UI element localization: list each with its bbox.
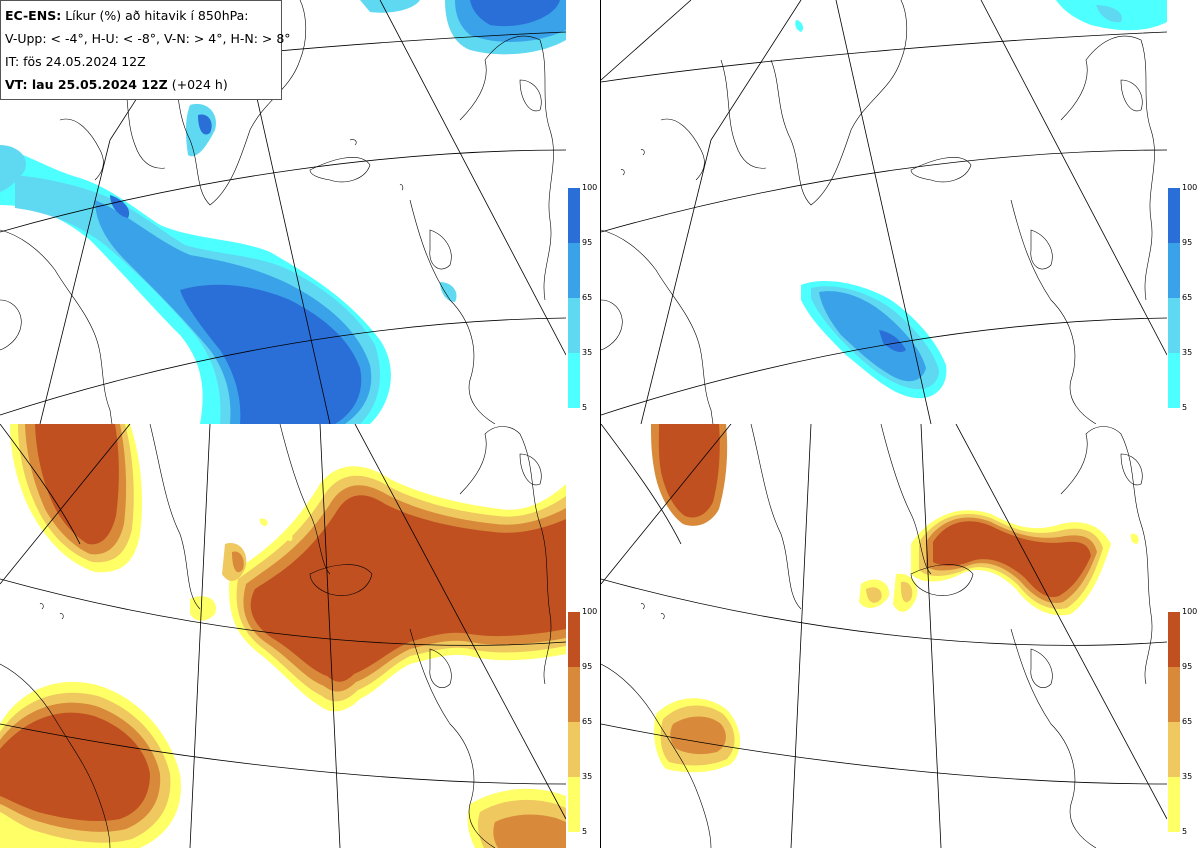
legend-title: Líkur (%) að hitavik í 850hPa: bbox=[65, 8, 249, 23]
colorbar-tick: 95 bbox=[582, 662, 593, 671]
legend-valid-offset: (+024 h) bbox=[171, 77, 228, 92]
colorbar-segment bbox=[1168, 777, 1180, 832]
map-canvas bbox=[601, 424, 1167, 848]
colorbar-tick: 95 bbox=[1182, 662, 1193, 671]
probability-field-warm bbox=[0, 424, 566, 848]
legend-valid-time: VT: lau 25.05.2024 12Z bbox=[5, 77, 168, 92]
colorbar-segment bbox=[1168, 722, 1180, 777]
colorbar-segment bbox=[1168, 188, 1180, 243]
map-panel-bottom-right bbox=[600, 424, 1167, 848]
colorbar-segment bbox=[568, 777, 580, 832]
colorbar-tick: 5 bbox=[582, 827, 588, 836]
graticule bbox=[601, 424, 1167, 848]
colorbar-tick: 100 bbox=[582, 607, 598, 616]
colorbar-tick: 100 bbox=[1182, 607, 1198, 616]
colorbar-segment bbox=[568, 667, 580, 722]
colorbar-cold-top-right: 100 95 65 35 5 bbox=[1168, 184, 1200, 412]
legend-initial-time: IT: fös 24.05.2024 12Z bbox=[5, 54, 146, 69]
colorbar-tick: 65 bbox=[1182, 293, 1193, 302]
colorbar-segment bbox=[568, 722, 580, 777]
probability-field-warm bbox=[651, 424, 1139, 773]
colorbar-tick: 5 bbox=[1182, 827, 1188, 836]
colorbar-tick: 100 bbox=[582, 183, 598, 192]
legend-box: EC-ENS: Líkur (%) að hitavik í 850hPa: V… bbox=[0, 0, 291, 100]
colorbar-warm-bottom-left: 100 95 65 35 5 bbox=[568, 608, 602, 836]
coastlines bbox=[601, 424, 1153, 848]
colorbar-segment bbox=[568, 298, 580, 353]
probability-field-cold bbox=[795, 0, 1167, 399]
coastlines bbox=[601, 0, 1155, 424]
colorbar-segment bbox=[568, 612, 580, 667]
graticule bbox=[0, 424, 566, 848]
graticule bbox=[601, 0, 1167, 424]
map-canvas bbox=[0, 424, 566, 848]
map-panel-bottom-left bbox=[0, 424, 566, 848]
colorbar-segment bbox=[568, 353, 580, 408]
colorbar-cold-top-left: 100 95 65 35 5 bbox=[568, 184, 602, 412]
colorbar-segment bbox=[1168, 353, 1180, 408]
legend-thresholds: V-Upp: < -4°, H-U: < -8°, V-N: > 4°, H-N… bbox=[5, 31, 291, 46]
colorbar-tick: 65 bbox=[1182, 717, 1193, 726]
colorbar-tick: 35 bbox=[1182, 772, 1193, 781]
legend-title-line: EC-ENS: Líkur (%) að hitavik í 850hPa: bbox=[5, 4, 281, 27]
map-panel-top-left: EC-ENS: Líkur (%) að hitavik í 850hPa: V… bbox=[0, 0, 566, 425]
colorbar-tick: 65 bbox=[582, 293, 593, 302]
colorbar-tick: 5 bbox=[1182, 403, 1188, 412]
colorbar-tick: 95 bbox=[582, 238, 593, 247]
colorbar-tick: 35 bbox=[582, 772, 593, 781]
colorbar-tick: 5 bbox=[582, 403, 588, 412]
colorbar-tick: 35 bbox=[582, 348, 593, 357]
map-canvas bbox=[601, 0, 1167, 424]
colorbar-segment bbox=[1168, 612, 1180, 667]
colorbar-segment bbox=[568, 188, 580, 243]
probability-field-cold bbox=[0, 0, 566, 424]
colorbar-segment bbox=[568, 243, 580, 298]
colorbar-segment bbox=[1168, 243, 1180, 298]
colorbar-segment bbox=[1168, 667, 1180, 722]
colorbar-tick: 65 bbox=[582, 717, 593, 726]
colorbar-segment bbox=[1168, 298, 1180, 353]
legend-model: EC-ENS: bbox=[5, 8, 62, 23]
map-panel-top-right bbox=[600, 0, 1167, 425]
legend-valid-line: VT: lau 25.05.2024 12Z (+024 h) bbox=[5, 73, 281, 96]
colorbar-tick: 95 bbox=[1182, 238, 1193, 247]
colorbar-tick: 100 bbox=[1182, 183, 1198, 192]
colorbar-tick: 35 bbox=[1182, 348, 1193, 357]
colorbar-warm-bottom-right: 100 95 65 35 5 bbox=[1168, 608, 1200, 836]
